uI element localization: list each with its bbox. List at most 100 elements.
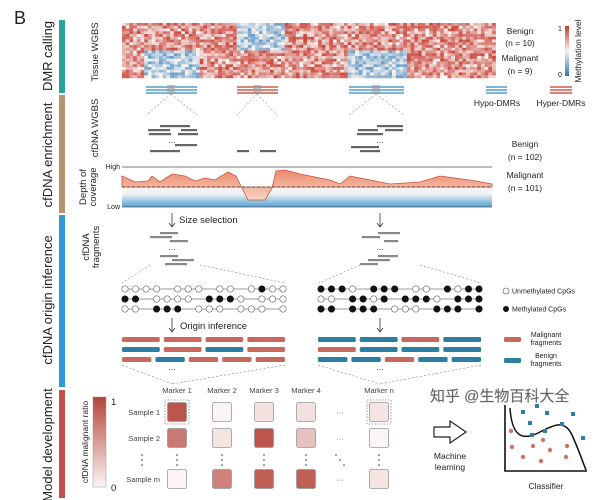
- heatmap-cell: [325, 42, 330, 46]
- heatmap-cell: [451, 31, 456, 35]
- heatmap-cell: [192, 58, 197, 62]
- heatmap-cell: [140, 53, 145, 57]
- heatmap-cell: [440, 56, 445, 59]
- heatmap-cell: [466, 23, 470, 26]
- benign-fragment: [122, 347, 160, 352]
- heatmap-cell: [151, 39, 156, 43]
- heatmap-cell: [418, 72, 422, 76]
- heatmap-cell: [321, 72, 326, 76]
- heatmap-cell: [196, 45, 200, 48]
- heatmap-cell: [399, 47, 404, 51]
- fragment-read: [384, 240, 398, 243]
- heatmap-cell: [473, 45, 478, 48]
- heatmap-cell: [255, 23, 260, 26]
- matrix-cell: [254, 469, 274, 489]
- heatmap-cell: [480, 58, 485, 62]
- heatmap-cell: [236, 34, 241, 37]
- heatmap-cell: [270, 61, 274, 65]
- heatmap-cell: [270, 34, 274, 37]
- heatmap-cell: [262, 64, 267, 68]
- heatmap-cell: [140, 56, 145, 59]
- tissue-wgbs-label: Tissue WGBS: [90, 22, 101, 81]
- heatmap-cell: [369, 45, 374, 48]
- heatmap-cell: [136, 64, 141, 68]
- heatmap-cell: [344, 69, 348, 73]
- heatmap-cell: [240, 28, 245, 32]
- heatmap-cell: [140, 72, 145, 76]
- malignant-fragment-legend-1: Malignant: [531, 332, 561, 339]
- heatmap-cell: [351, 25, 356, 29]
- heatmap-cell: [406, 64, 411, 68]
- heatmap-cell: [225, 31, 230, 35]
- heatmap-cell: [429, 25, 433, 29]
- heatmap-cell: [488, 56, 493, 59]
- heatmap-cell: [406, 23, 411, 26]
- heatmap-cell: [351, 23, 356, 26]
- heatmap-cell: [414, 67, 419, 70]
- heatmap-cell: [229, 42, 234, 46]
- heatmap-cell: [247, 31, 252, 35]
- ratio-colorbar-max: 1: [111, 397, 116, 408]
- heatmap-cell: [429, 53, 433, 57]
- malignant-fragment: [163, 347, 202, 352]
- heatmap-cell: [344, 58, 348, 62]
- heatmap-cell: [443, 64, 448, 68]
- row-ellipsis-dot: [221, 464, 223, 466]
- heatmap-cell: [184, 36, 189, 40]
- heatmap-cell: [392, 34, 396, 37]
- heatmap-cell: [436, 25, 441, 29]
- fragment-read: [362, 236, 380, 239]
- heatmap-cell: [207, 39, 211, 43]
- heatmap-cell: [303, 39, 308, 43]
- unmethylated-cpg: [121, 285, 129, 293]
- heatmap-cell: [177, 67, 182, 70]
- heatmap-cell: [395, 67, 400, 70]
- heatmap-cell: [477, 34, 482, 37]
- heatmap-cell: [281, 39, 285, 43]
- zoom-guide-line: [170, 93, 198, 116]
- heatmap-cell: [421, 36, 426, 40]
- heatmap-cell: [340, 53, 345, 57]
- heatmap-cell: [332, 50, 337, 54]
- methylated-cpg: [464, 295, 472, 303]
- malignant-point: [540, 437, 546, 443]
- read: [351, 146, 379, 149]
- heatmap-cell: [151, 28, 156, 32]
- heatmap-cell: [310, 64, 315, 68]
- unmethylated-cpg: [279, 305, 287, 313]
- benign-fragment: [418, 357, 448, 362]
- heatmap-cell: [236, 42, 241, 46]
- heatmap-cell: [406, 58, 411, 62]
- benign-point: [543, 429, 547, 433]
- unmethylated-cpg: [132, 285, 140, 293]
- heatmap-cell: [318, 42, 322, 46]
- heatmap-cell: [133, 61, 137, 65]
- unmethylated-cpg: [153, 285, 161, 293]
- heatmap-cell: [477, 42, 482, 46]
- heatmap-cell: [192, 45, 197, 48]
- heatmap-cell: [240, 53, 245, 57]
- heatmap-cell: [458, 39, 463, 43]
- heatmap-cell: [484, 36, 489, 40]
- heatmap-cell: [140, 69, 145, 73]
- heatmap-cell: [347, 50, 352, 54]
- fragment-read: [378, 232, 400, 235]
- heatmap-cell: [440, 31, 445, 35]
- matrix-cell: [254, 402, 274, 422]
- heatmap-cell: [440, 45, 445, 48]
- heatmap-cell: [458, 61, 463, 65]
- heatmap-cell: [147, 56, 152, 59]
- heatmap-cell: [318, 53, 322, 57]
- heatmap-cell: [466, 25, 470, 29]
- heatmap-cell: [240, 75, 245, 79]
- heatmap-cell: [177, 28, 182, 32]
- heatmap-cell: [373, 34, 378, 37]
- heatmap-cell: [340, 28, 345, 32]
- heatmap-cell: [418, 50, 422, 54]
- heatmap-cell: [329, 45, 334, 48]
- heatmap-cell: [425, 50, 430, 54]
- heatmap-cell: [414, 50, 419, 54]
- heatmap-cell: [288, 31, 293, 35]
- heatmap-cell: [299, 61, 304, 65]
- heatmap-cell: [225, 75, 230, 79]
